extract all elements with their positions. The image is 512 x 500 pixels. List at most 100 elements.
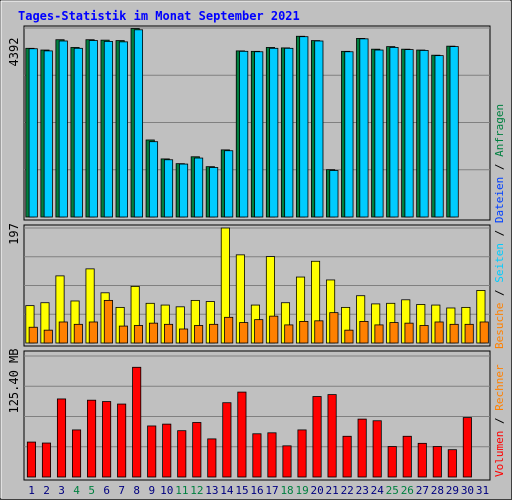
bar-besuche-day-18 bbox=[284, 324, 294, 344]
bar-besuche-day-1 bbox=[28, 326, 38, 344]
chart-title: Tages-Statistik im Monat September 2021 bbox=[18, 9, 300, 23]
bar-volumen-day-7 bbox=[117, 403, 127, 478]
x-tick-label: 16 bbox=[250, 484, 263, 497]
x-tick-label: 20 bbox=[311, 484, 324, 497]
bar-besuche-day-12 bbox=[194, 325, 204, 344]
x-tick-label: 31 bbox=[476, 484, 489, 497]
bar-dateien-day-7 bbox=[118, 41, 128, 218]
bar-besuche-day-9 bbox=[148, 322, 159, 344]
bar-besuche-day-13 bbox=[209, 323, 219, 344]
bar-volumen-day-17 bbox=[267, 432, 277, 478]
bar-dateien-day-10 bbox=[164, 159, 174, 218]
bar-dateien-day-23 bbox=[359, 38, 369, 218]
bar-volumen-day-13 bbox=[207, 438, 217, 478]
legend-separator: / bbox=[493, 283, 506, 303]
bar-volumen-day-3 bbox=[56, 398, 67, 478]
bar-volumen-day-23 bbox=[357, 418, 367, 478]
x-tick-label: 29 bbox=[446, 484, 459, 497]
bar-volumen-day-15 bbox=[237, 391, 247, 478]
bar-dateien-day-16 bbox=[254, 51, 264, 218]
x-tick-label: 12 bbox=[190, 484, 203, 497]
bar-besuche-day-20 bbox=[314, 320, 324, 344]
legend-entry-volumen: Volumen bbox=[493, 431, 506, 477]
bar-besuche-day-22 bbox=[344, 329, 354, 344]
bar-besuche-day-5 bbox=[88, 321, 98, 344]
bar-dateien-day-2 bbox=[43, 50, 53, 218]
x-tick-label: 22 bbox=[341, 484, 354, 497]
bar-dateien-day-20 bbox=[314, 40, 324, 218]
x-tick-label: 10 bbox=[160, 484, 173, 497]
bar-dateien-day-27 bbox=[419, 50, 429, 218]
bar-volumen-day-10 bbox=[162, 423, 172, 478]
bar-besuche-day-15 bbox=[239, 322, 249, 344]
volume-axis-label: 125.40 MB bbox=[7, 348, 21, 413]
x-tick-label: 2 bbox=[43, 484, 50, 497]
bar-volumen-day-27 bbox=[417, 442, 427, 478]
legend-entry-besuche: Besuche bbox=[493, 303, 506, 349]
legend-text: Volumen / Rechner bbox=[493, 364, 506, 477]
bar-dateien-day-28 bbox=[434, 55, 444, 218]
bar-volumen-day-19 bbox=[297, 429, 307, 478]
x-tick-label: 1 bbox=[28, 484, 35, 497]
legend-separator: / bbox=[493, 223, 506, 243]
right-legend-bottom: Volumen / Rechner bbox=[493, 364, 506, 477]
bar-volumen-day-22 bbox=[342, 435, 352, 478]
x-tick-label: 18 bbox=[280, 484, 293, 497]
legend-separator: / bbox=[493, 157, 506, 177]
bar-volumen-day-12 bbox=[192, 422, 202, 478]
bar-volumen-day-2 bbox=[41, 442, 52, 478]
bar-besuche-day-7 bbox=[118, 325, 128, 344]
bar-besuche-day-8 bbox=[133, 325, 144, 344]
bar-besuche-day-31 bbox=[479, 321, 489, 344]
bar-besuche-day-26 bbox=[404, 322, 414, 344]
x-tick-label: 14 bbox=[220, 484, 234, 497]
bar-besuche-day-28 bbox=[434, 321, 444, 344]
bar-dateien-day-13 bbox=[209, 167, 219, 218]
x-tick-label: 15 bbox=[235, 484, 248, 497]
bar-besuche-day-11 bbox=[179, 328, 189, 344]
bar-volumen-day-6 bbox=[102, 401, 112, 478]
hits-axis-label: 4392 bbox=[7, 38, 21, 67]
x-tick-label: 27 bbox=[416, 484, 429, 497]
x-tick-label: 8 bbox=[133, 484, 140, 497]
bar-dateien-day-19 bbox=[299, 36, 309, 218]
bar-besuche-day-19 bbox=[299, 321, 309, 344]
bar-besuche-day-16 bbox=[254, 319, 264, 344]
bar-volumen-day-21 bbox=[327, 394, 337, 478]
bars bbox=[25, 28, 489, 478]
pages-axis-label: 197 bbox=[7, 223, 21, 245]
bar-dateien-day-17 bbox=[269, 47, 279, 218]
bar-dateien-day-4 bbox=[73, 47, 83, 218]
bar-dateien-day-26 bbox=[404, 49, 414, 218]
x-tick-label: 21 bbox=[326, 484, 339, 497]
bar-volumen-day-9 bbox=[147, 425, 157, 478]
bar-besuche-day-10 bbox=[164, 323, 174, 344]
bar-volumen-day-5 bbox=[87, 399, 97, 478]
bar-dateien-day-11 bbox=[179, 163, 189, 218]
x-tick-label: 6 bbox=[103, 484, 110, 497]
x-tick-label: 11 bbox=[175, 484, 188, 497]
bar-besuche-day-30 bbox=[464, 323, 474, 344]
bar-besuche-day-2 bbox=[43, 329, 53, 344]
legend-separator: / bbox=[493, 411, 506, 431]
bar-volumen-day-25 bbox=[387, 446, 397, 478]
x-tick-label: 7 bbox=[118, 484, 125, 497]
bar-dateien-day-12 bbox=[194, 157, 204, 218]
bar-dateien-day-1 bbox=[28, 48, 38, 218]
bar-volumen-day-24 bbox=[372, 420, 382, 478]
bar-dateien-day-14 bbox=[224, 150, 234, 218]
bar-dateien-day-5 bbox=[88, 40, 98, 218]
x-tick-label: 30 bbox=[461, 484, 474, 497]
bar-volumen-day-20 bbox=[312, 396, 322, 478]
bar-volumen-day-30 bbox=[462, 417, 472, 478]
bar-dateien-day-29 bbox=[449, 46, 459, 218]
x-tick-labels: 1 2 3 4 5 6 7 8 9 10 11 12 13 14 15 16 17 18 19 20 21 22 23 24 2… bbox=[28, 484, 489, 497]
bar-volumen-day-29 bbox=[447, 449, 457, 478]
bar-dateien-day-6 bbox=[103, 41, 113, 218]
bar-besuche-day-24 bbox=[374, 324, 384, 344]
x-tick-label: 24 bbox=[371, 484, 385, 497]
bar-volumen-day-4 bbox=[72, 429, 82, 478]
bar-volumen-day-8 bbox=[132, 366, 142, 478]
right-legend-top: Besuche / Seiten / Dateien / Anfragen bbox=[493, 104, 506, 349]
bar-besuche-day-4 bbox=[73, 323, 83, 344]
